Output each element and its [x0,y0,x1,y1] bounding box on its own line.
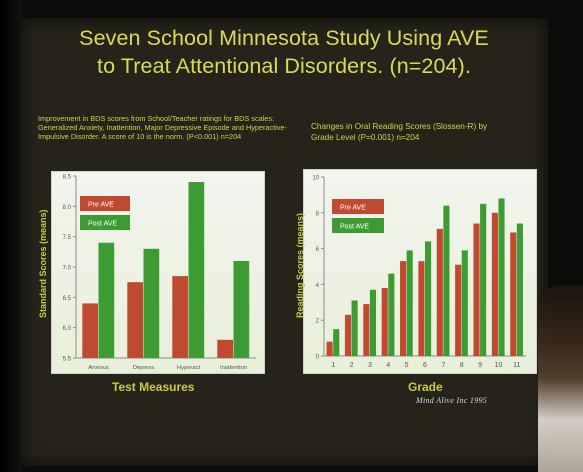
legend-label: Pre AVE [340,205,366,212]
post-ave-bar-11 [516,223,523,356]
pre-ave-bar-5 [400,261,407,356]
right-chart-description: Changes in Oral Reading Scores (Slossen-… [311,122,488,142]
pre-ave-bar-7 [436,228,443,356]
x-tick-label: 8 [460,362,464,369]
pre-ave-bar-hyperact [172,276,188,358]
post-ave-bar-9 [480,203,487,356]
pre-ave-bar-2 [344,314,352,356]
legend-swatch [80,196,130,211]
x-tick-label: 2 [350,362,354,369]
legend-swatch [332,199,384,214]
x-tick-label: 11 [513,362,520,369]
x-tick-label: 3 [368,362,372,369]
post-ave-bar-3 [369,289,377,356]
y-tick-label: 7.0 [63,266,72,272]
x-tick-label: Anxious [88,365,109,371]
post-ave-bar-7 [443,205,450,356]
pre-ave-bar-6 [418,261,425,356]
post-ave-bar-10 [498,198,505,356]
pre-ave-bar-anxious [82,303,98,358]
y-tick-label: 0 [316,355,320,361]
x-tick-label: 5 [405,362,409,369]
legend-label: Pre AVE [88,202,114,209]
post-ave-bar-inattention [233,260,250,358]
slide-title-line-2: to Treat Attentional Disorders. (n=204). [97,54,471,78]
y-tick-label: 6.0 [63,326,72,332]
y-tick-label: 6 [316,247,320,253]
legend-swatch [332,218,384,233]
pre-ave-bar-inattention [217,339,233,358]
reading-scores-chart-panel: 0 2 4 6 8 10 1 2 3 4 5 6 7 8 9 10 11 Pre AVE Post AVE [303,169,537,374]
y-tick-label: 8 [316,211,320,217]
pre-ave-bar-3 [363,304,370,356]
slide-title: Seven School Minnesota Study Using AVE t… [20,24,548,80]
test-measures-chart-panel: 5.5 6.0 6.5 7.0 7.5 8.0 8.5 Anxious Depress Hyper… [51,171,265,374]
post-ave-bar-depress [143,248,160,358]
post-ave-bar-5 [406,250,413,356]
y-tick-label: 6.5 [63,296,72,302]
y-tick-label: 10 [312,176,319,182]
post-ave-bar-2 [351,300,358,356]
test-measures-bar-chart: 5.5 6.0 6.5 7.0 7.5 8.0 8.5 Anxious Depress Hyper… [52,172,264,373]
post-ave-bar-1 [333,329,340,356]
x-tick-label: Hyperact [177,365,201,371]
post-ave-bar-8 [461,250,468,356]
left-chart-x-axis-label: Test Measures [112,380,195,394]
signature-watermark: Mind Alive Inc 1995 [416,396,488,405]
pre-ave-bar-1 [326,341,333,356]
right-chart-y-axis-label: Reading Scores (means) [295,212,305,318]
chart-legend: Pre AVE Post AVE [80,196,130,230]
post-ave-bar-anxious [98,242,115,358]
legend-label: Post AVE [340,224,369,231]
legend-label: Post AVE [88,221,117,228]
pre-ave-bar-11 [510,232,517,356]
presenter-silhouette [538,285,583,472]
y-tick-label: 5.5 [63,357,72,363]
x-tick-label: 1 [331,362,335,369]
pre-ave-bar-9 [473,223,480,356]
x-tick-label: Inattention [220,365,247,371]
chart-legend: Pre AVE Post AVE [332,199,384,233]
x-tick-label: 9 [478,362,482,369]
left-chart-y-axis-label: Standard Scores (means) [38,209,48,318]
x-tick-label: 7 [441,362,445,369]
left-chart-description: Improvement in BDS scores from School/Te… [38,114,287,142]
post-ave-bar-4 [388,273,395,356]
pre-ave-bar-depress [127,282,143,358]
projector-edge-shadow [0,0,22,472]
x-tick-label: 6 [423,362,427,369]
post-ave-bar-6 [425,241,432,356]
y-tick-label: 4 [316,283,320,289]
x-tick-label: 10 [495,362,503,369]
y-tick-label: 8.5 [63,175,72,181]
y-tick-label: 7.5 [63,235,72,241]
pre-ave-bar-4 [381,287,388,356]
x-tick-label: 4 [386,362,390,369]
y-tick-label: 2 [316,319,320,325]
x-tick-label: Depress [133,365,155,371]
pre-ave-bar-8 [455,264,462,356]
post-ave-bar-hyperact [188,182,205,358]
right-chart-x-axis-label: Grade [408,380,443,394]
y-tick-label: 8.0 [63,205,72,211]
legend-swatch [80,215,130,230]
pre-ave-bar-10 [491,212,498,356]
slide-title-line-1: Seven School Minnesota Study Using AVE [79,26,489,50]
